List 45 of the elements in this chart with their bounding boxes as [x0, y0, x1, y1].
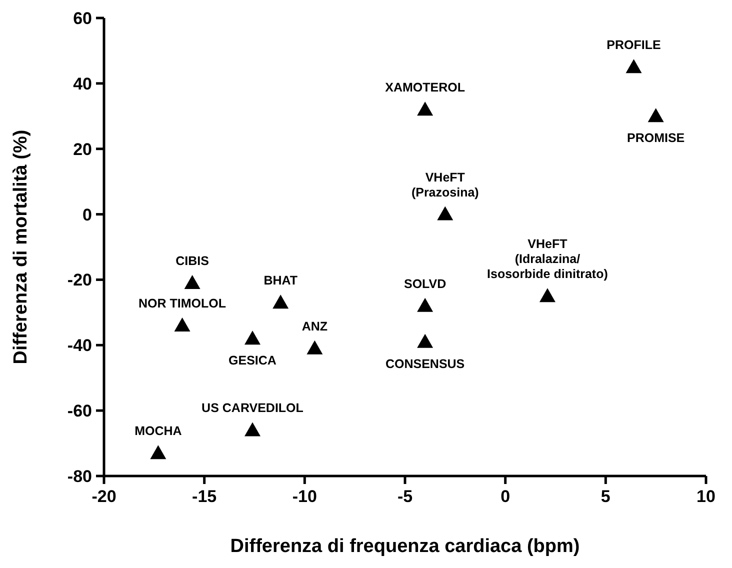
y-tick-label: 20: [73, 140, 92, 159]
annotation: PROFILE: [606, 38, 661, 52]
annotation: CONSENSUS: [385, 356, 465, 371]
x-tick-label: 10: [696, 487, 716, 506]
point: [272, 294, 289, 309]
x-tick-label: -20: [92, 487, 116, 506]
annotation: PROMISE: [627, 131, 685, 146]
y-tick-label: -40: [67, 336, 92, 356]
point: [539, 288, 556, 302]
annotation: VHeFT (Idralazina/ Isosorbide dinitrato): [487, 237, 608, 282]
point: [150, 445, 166, 460]
y-tick-label: 40: [73, 74, 92, 94]
y-tick-label: -80: [67, 467, 92, 486]
annotation: XAMOTEROL: [385, 80, 466, 95]
x-tick-label: -5: [397, 487, 413, 506]
annotation: BHAT: [264, 274, 298, 288]
y-tick-label: 60: [73, 9, 92, 28]
y-tick-label: -60: [67, 402, 92, 421]
annotation: CIBIS: [176, 254, 209, 268]
point: [417, 298, 434, 312]
point: [244, 330, 260, 345]
point: [626, 59, 642, 74]
annotation: VHeFT (Prazosina): [411, 170, 479, 200]
y-tick-label: -20: [67, 270, 92, 290]
annotation: ANZ: [302, 319, 328, 334]
point: [417, 334, 434, 348]
point: [417, 102, 434, 116]
annotation: SOLVD: [404, 276, 446, 291]
x-axis-title: Differenza di frequenza cardiaca (bpm): [230, 536, 580, 557]
point: [437, 206, 454, 220]
point: [306, 340, 323, 354]
point: [648, 108, 664, 122]
annotation: US CARVEDILOL: [202, 401, 304, 416]
annotation: GESICA: [228, 354, 276, 368]
x-tick-label: 5: [600, 487, 610, 506]
annotation: NOR TIMOLOL: [138, 296, 226, 311]
x-tick-label: -15: [192, 487, 217, 506]
y-tick-label: 0: [82, 205, 92, 224]
x-tick-label: 0: [500, 487, 510, 506]
point: [174, 318, 190, 332]
point: [184, 274, 200, 289]
annotation: MOCHA: [134, 424, 182, 438]
y-axis-title: Differenza di mortalità (%): [10, 130, 32, 364]
x-tick-label: -10: [292, 487, 317, 506]
point: [244, 422, 260, 436]
